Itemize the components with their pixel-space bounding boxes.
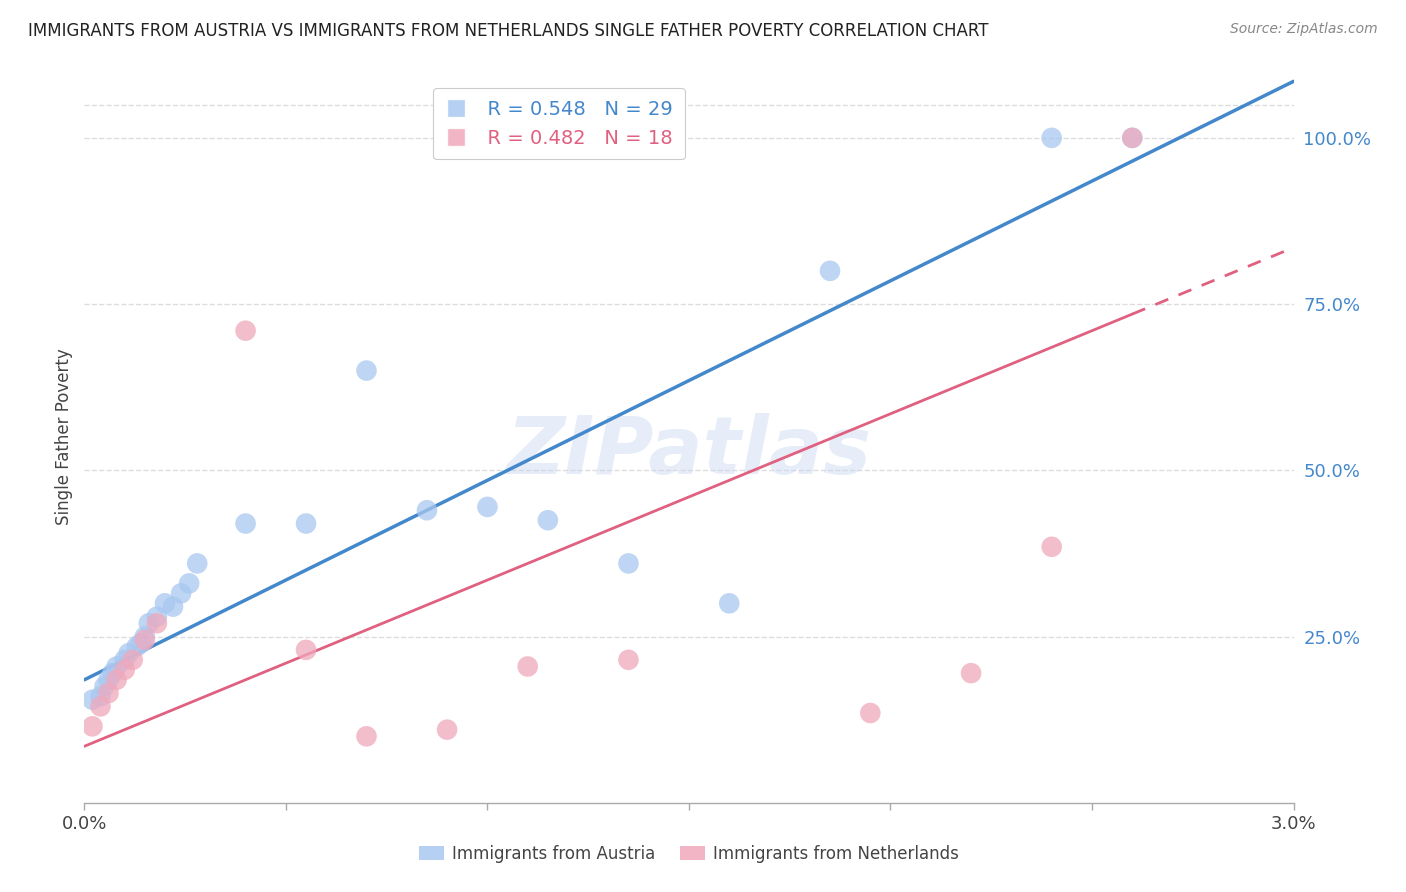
Point <box>97 673 120 687</box>
Point <box>118 646 141 660</box>
Point <box>516 659 538 673</box>
Point <box>179 576 201 591</box>
Point <box>718 596 741 610</box>
Point <box>1040 540 1063 554</box>
Point <box>89 690 111 704</box>
Point <box>105 673 128 687</box>
Point <box>235 324 257 338</box>
Point <box>1121 131 1143 145</box>
Y-axis label: Single Father Poverty: Single Father Poverty <box>55 349 73 525</box>
Point <box>859 706 882 720</box>
Point <box>477 500 499 514</box>
Point <box>97 686 120 700</box>
Point <box>129 636 152 650</box>
Point <box>1040 131 1063 145</box>
Point <box>617 557 640 571</box>
Point <box>134 630 156 644</box>
Point <box>295 643 318 657</box>
Point <box>416 503 439 517</box>
Point <box>82 692 104 706</box>
Point <box>114 663 136 677</box>
Point <box>146 616 169 631</box>
Point <box>153 596 176 610</box>
Text: IMMIGRANTS FROM AUSTRIA VS IMMIGRANTS FROM NETHERLANDS SINGLE FATHER POVERTY COR: IMMIGRANTS FROM AUSTRIA VS IMMIGRANTS FR… <box>28 22 988 40</box>
Point <box>1121 131 1143 145</box>
Text: ZIPatlas: ZIPatlas <box>506 413 872 491</box>
Point <box>134 632 156 647</box>
Point <box>235 516 257 531</box>
Point <box>146 609 169 624</box>
Point <box>356 729 378 743</box>
Point <box>818 264 841 278</box>
Point <box>537 513 560 527</box>
Point <box>295 516 318 531</box>
Point <box>121 653 143 667</box>
Point <box>93 680 115 694</box>
Point <box>960 666 983 681</box>
Point <box>82 719 104 733</box>
Point <box>114 653 136 667</box>
Point <box>162 599 184 614</box>
Point <box>436 723 458 737</box>
Point <box>186 557 208 571</box>
Point <box>101 666 124 681</box>
Point <box>105 659 128 673</box>
Text: Source: ZipAtlas.com: Source: ZipAtlas.com <box>1230 22 1378 37</box>
Point <box>617 653 640 667</box>
Legend: Immigrants from Austria, Immigrants from Netherlands: Immigrants from Austria, Immigrants from… <box>413 839 965 868</box>
Point <box>138 616 160 631</box>
Point <box>170 586 193 600</box>
Point <box>125 640 148 654</box>
Point <box>89 699 111 714</box>
Point <box>356 363 378 377</box>
